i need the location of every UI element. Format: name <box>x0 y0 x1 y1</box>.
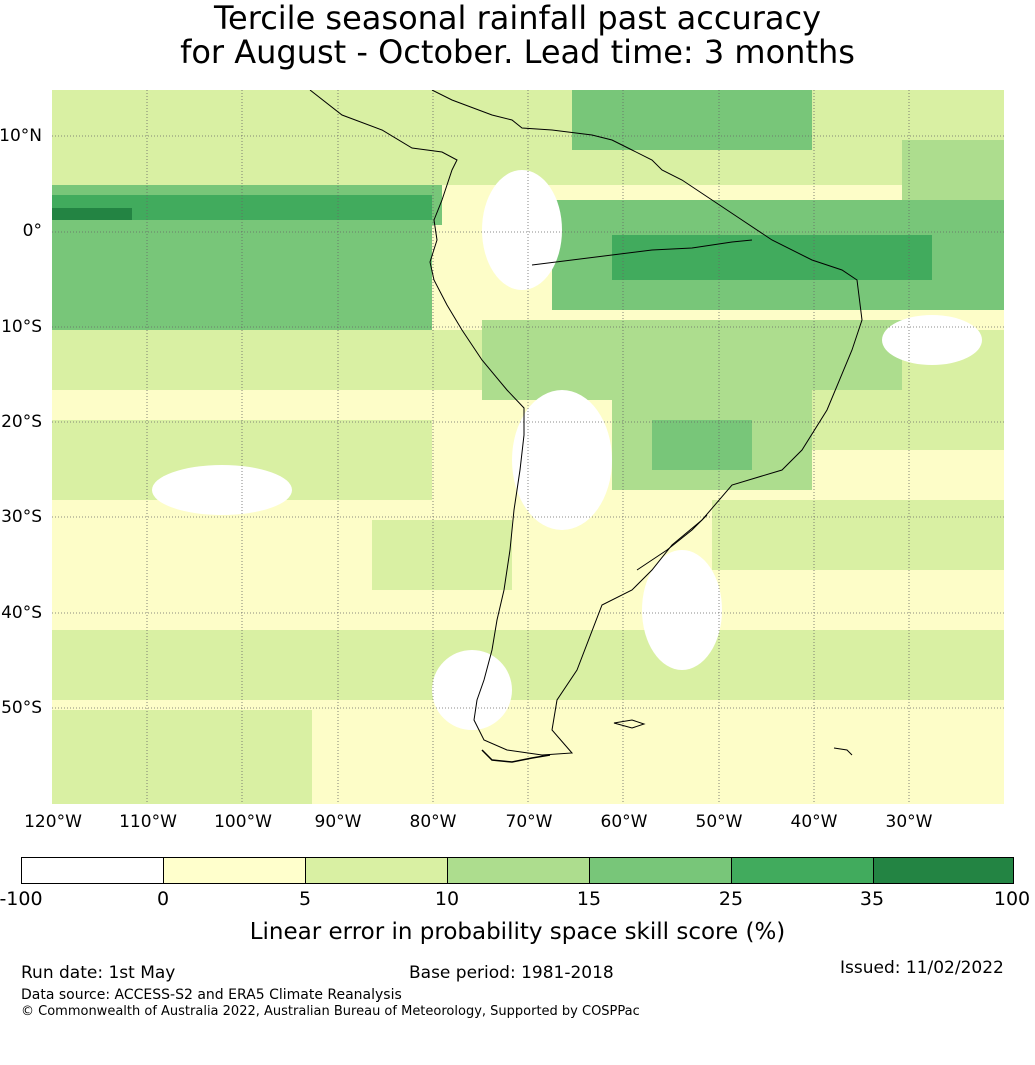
skill-score-map <box>52 90 1004 804</box>
lon-label-40w: 40°W <box>790 812 838 832</box>
copyright: © Commonwealth of Australia 2022, Austra… <box>21 1004 640 1019</box>
rio-de-la-plata <box>636 514 708 571</box>
tierra-del-fuego <box>481 749 551 763</box>
colorbar-tick: -100 <box>0 888 43 910</box>
lat-label-40s: 40°S <box>1 603 42 623</box>
lat-label-10s: 10°S <box>1 317 42 337</box>
lon-label-30w: 30°W <box>885 812 933 832</box>
colorbar-segment-4 <box>448 858 590 883</box>
skill-field <box>52 90 1004 804</box>
south-america-coastline <box>309 90 863 756</box>
graticule <box>52 90 1004 804</box>
colorbar-tick: 35 <box>859 888 885 910</box>
lat-label-30s: 30°S <box>1 507 42 527</box>
colorbar-segment-7 <box>874 858 1013 883</box>
colorbar-tick: 100 <box>993 888 1031 910</box>
colorbar-tick: 25 <box>718 888 744 910</box>
lon-label-60w: 60°W <box>600 812 648 832</box>
colorbar-tick: 5 <box>298 888 312 910</box>
run-date: Run date: 1st May <box>21 963 176 983</box>
colorbar-tick: 10 <box>434 888 460 910</box>
south-georgia <box>833 747 853 756</box>
base-period: Base period: 1981-2018 <box>409 963 614 983</box>
lon-label-120w: 120°W <box>24 812 82 832</box>
colorbar-title: Linear error in probability space skill … <box>249 919 786 945</box>
colorbar-segment-2 <box>164 858 306 883</box>
amazon-river <box>531 239 753 266</box>
lon-label-70w: 70°W <box>505 812 553 832</box>
lon-label-100w: 100°W <box>214 812 272 832</box>
lat-label-50s: 50°S <box>1 698 42 718</box>
lon-label-50w: 50°W <box>695 812 743 832</box>
colorbar-segment-1 <box>22 858 164 883</box>
lat-label-10n: 10°N <box>0 126 42 146</box>
falkland-islands <box>613 719 646 729</box>
colorbar <box>21 857 1014 884</box>
data-source: Data source: ACCESS-S2 and ERA5 Climate … <box>21 987 402 1003</box>
lon-label-80w: 80°W <box>409 812 457 832</box>
lat-label-20s: 20°S <box>1 412 42 432</box>
colorbar-segment-3 <box>306 858 448 883</box>
lon-label-90w: 90°W <box>314 812 362 832</box>
map-title-line-1: Tercile seasonal rainfall past accuracy <box>213 0 822 37</box>
lat-label-0: 0° <box>22 221 42 241</box>
colorbar-tick: 0 <box>156 888 170 910</box>
colorbar-segment-5 <box>590 858 732 883</box>
lon-label-110w: 110°W <box>119 812 177 832</box>
map-title-line-2: for August - October. Lead time: 3 month… <box>180 33 855 71</box>
issued-date: Issued: 11/02/2022 <box>840 958 1004 978</box>
colorbar-segment-6 <box>732 858 874 883</box>
colorbar-tick: 15 <box>576 888 602 910</box>
